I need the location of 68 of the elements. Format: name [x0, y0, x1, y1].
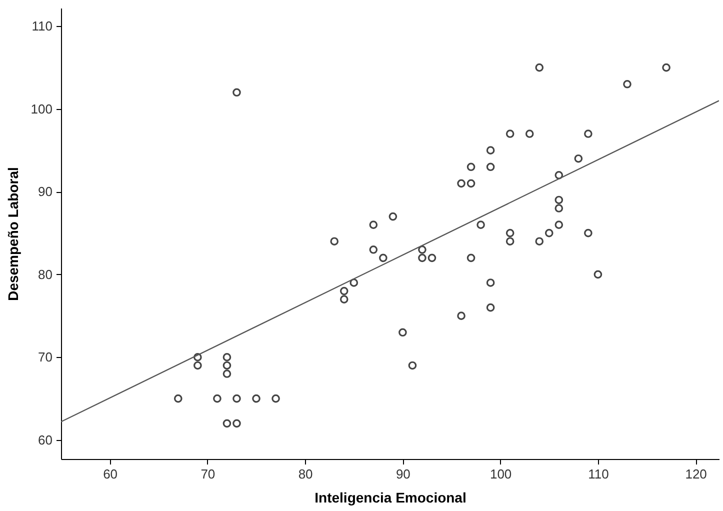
point — [584, 130, 592, 138]
point — [486, 146, 495, 154]
point — [222, 361, 232, 370]
point — [554, 204, 564, 212]
point — [554, 171, 564, 180]
point — [525, 130, 534, 138]
point — [428, 254, 436, 262]
point — [466, 162, 476, 172]
point — [340, 295, 348, 304]
point — [662, 63, 670, 72]
point — [544, 228, 554, 238]
point — [174, 394, 182, 403]
y-tick-label: 100 — [30, 101, 52, 116]
point — [506, 130, 514, 138]
point — [222, 353, 232, 362]
point — [535, 237, 544, 246]
x-tick-label: 100 — [490, 466, 512, 482]
point — [584, 228, 592, 238]
point — [466, 254, 476, 262]
y-tick-label: 70 — [38, 350, 52, 365]
point — [506, 228, 514, 238]
point — [232, 419, 241, 428]
point — [574, 154, 583, 163]
y-tick-label: 60 — [38, 432, 52, 448]
point — [369, 220, 378, 229]
point — [554, 196, 564, 204]
point — [194, 361, 202, 370]
point — [418, 254, 426, 262]
point — [457, 179, 466, 188]
point — [486, 278, 495, 287]
point — [369, 245, 378, 254]
point — [340, 286, 348, 296]
point — [418, 245, 426, 254]
point — [554, 220, 564, 229]
point — [350, 278, 358, 287]
point — [379, 254, 388, 262]
point — [232, 394, 241, 403]
y-tick-label: 90 — [38, 184, 52, 200]
point — [213, 394, 222, 403]
point — [232, 88, 241, 97]
point — [388, 212, 398, 221]
point — [252, 394, 260, 403]
point — [623, 80, 632, 88]
point — [457, 312, 466, 320]
y-tick-label: 80 — [38, 266, 52, 282]
x-tick-label: 70 — [200, 466, 216, 482]
point — [408, 361, 417, 370]
x-tick-label: 120 — [685, 466, 707, 482]
x-tick-label: 60 — [103, 466, 118, 482]
x-tick-label: 80 — [298, 466, 313, 482]
x-tick-label: 110 — [588, 466, 609, 482]
point — [486, 303, 495, 312]
x-tick-label: 90 — [396, 466, 410, 482]
point — [330, 237, 339, 246]
point — [476, 220, 485, 229]
point — [486, 162, 495, 172]
point — [194, 353, 202, 362]
point — [222, 419, 232, 428]
point — [594, 270, 602, 279]
y-axis-title: Desempeño Laboral — [4, 167, 21, 301]
point — [272, 394, 280, 403]
point — [506, 237, 514, 246]
point — [535, 63, 544, 72]
x-axis-title: Inteligencia Emocional — [314, 490, 466, 506]
point — [466, 179, 476, 188]
y-tick-label: 110 — [32, 18, 52, 34]
point — [398, 328, 407, 337]
point — [222, 370, 232, 378]
